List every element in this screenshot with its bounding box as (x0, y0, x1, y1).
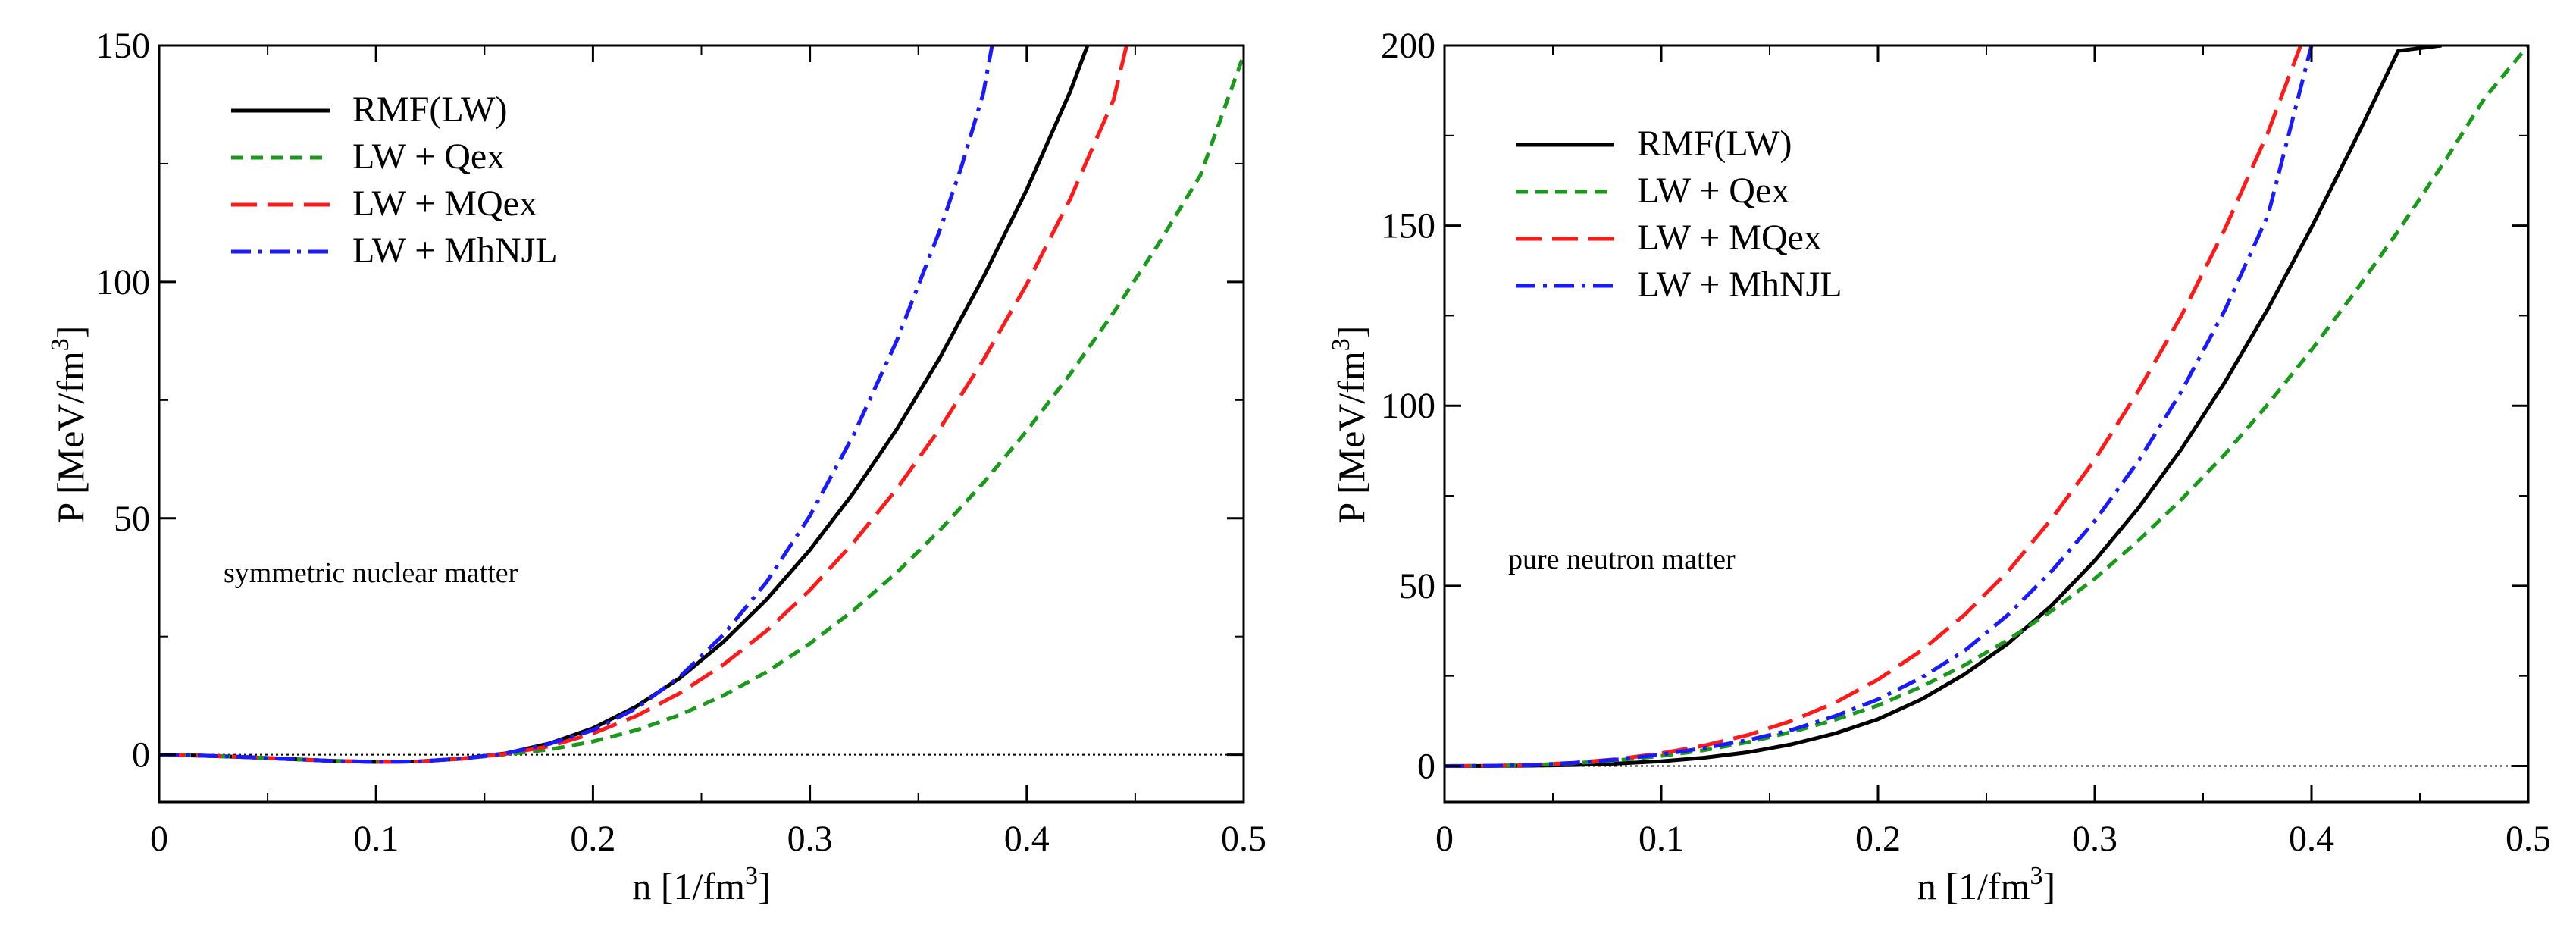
x-tick-label: 0.1 (353, 819, 399, 859)
series-line-lw-mhnjl (1445, 45, 2314, 768)
y-tick-label: 100 (1381, 386, 1435, 426)
x-tick-label: 0.4 (1004, 819, 1050, 859)
x-tick-label: 0.2 (570, 819, 615, 859)
panel-symmetric-nuclear-matter: 0 0.1 0.2 0.3 0.4 0.5 0 50 100 150 n [1/fm3] P [MeV… (46, 26, 1266, 907)
x-tick-label: 0.3 (2072, 819, 2117, 859)
legend-label: LW + MhNJL (1637, 265, 1842, 305)
series-line-lw-qex (1445, 45, 2528, 768)
x-tick-label: 0.5 (2506, 819, 2551, 859)
x-tick-label: 0.1 (1639, 819, 1684, 859)
x-tick-label: 0 (1435, 819, 1454, 859)
panel-pure-neutron-matter: 0 0.1 0.2 0.3 0.4 0.5 0 50 100 150 200 n [1/fm3] P [… (1327, 26, 2551, 907)
y-tick-label: 200 (1381, 26, 1435, 66)
legend-label: LW + MQex (1637, 218, 1822, 258)
legend-label: LW + MhNJL (352, 230, 558, 271)
y-axis-title: P [MeV/fm3] (1327, 326, 1373, 524)
x-tick-label: 0.2 (1855, 819, 1901, 859)
y-tick-label: 150 (1381, 206, 1435, 246)
x-tick-label: 0.5 (1221, 819, 1266, 859)
y-axis-title: P [MeV/fm3] (46, 326, 92, 524)
legend-label: LW + Qex (352, 136, 505, 177)
series-group (159, 45, 1244, 764)
y-tick-label: 0 (1417, 746, 1435, 786)
series-group (1445, 45, 2528, 768)
x-axis-title: n [1/fm3] (632, 862, 770, 907)
y-tick-label: 0 (132, 735, 150, 775)
y-tick-label: 50 (1399, 566, 1435, 606)
legend-label: LW + Qex (1637, 171, 1789, 211)
legend-label: RMF(LW) (352, 89, 507, 130)
series-line-rmf-lw- (1445, 45, 2442, 768)
panel-annotation: pure neutron matter (1508, 544, 1736, 575)
y-tick-label: 150 (95, 26, 150, 66)
y-tick-label: 50 (114, 499, 150, 539)
legend-label: RMF(LW) (1637, 124, 1792, 164)
x-tick-label: 0.3 (787, 819, 833, 859)
series-line-lw-qex (159, 54, 1244, 764)
y-tick-label: 100 (95, 262, 150, 302)
panel-annotation: symmetric nuclear matter (224, 557, 518, 589)
series-line-lw-mqex (1445, 45, 2303, 768)
x-tick-label: 0.4 (2289, 819, 2334, 859)
x-axis-title: n [1/fm3] (1917, 862, 2055, 907)
legend-label: LW + MQex (352, 183, 537, 224)
x-tick-label: 0 (150, 819, 168, 859)
